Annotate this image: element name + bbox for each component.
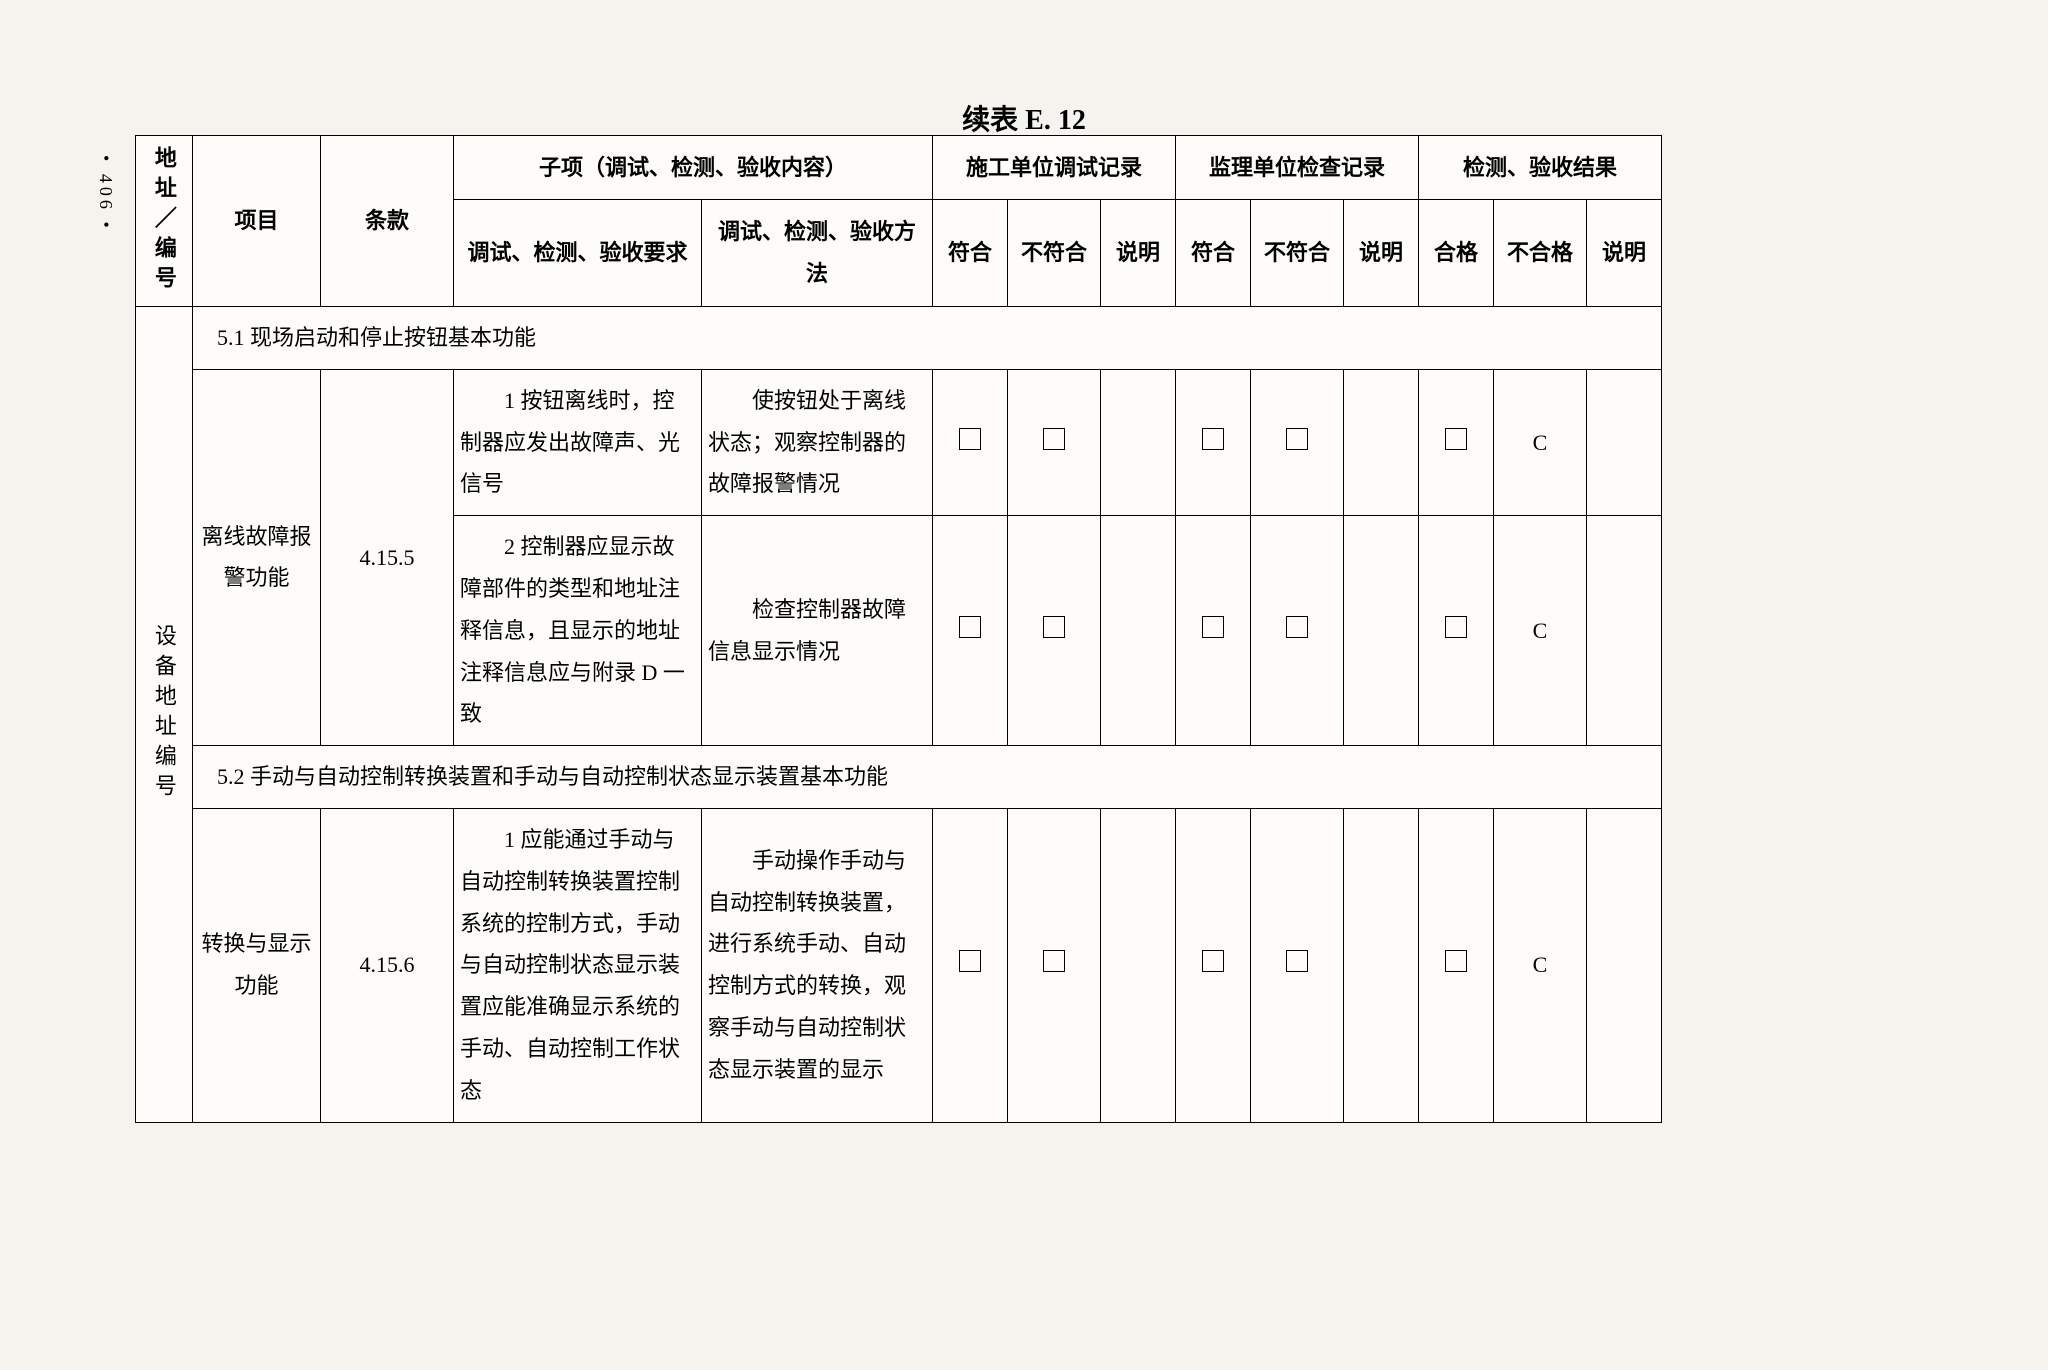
checkbox-cell[interactable] <box>1176 808 1251 1122</box>
hdr-fail: 不合格 <box>1494 200 1587 307</box>
hdr-result: 检测、验收结果 <box>1419 136 1662 200</box>
cell-method-3: 手动操作手动与自动控制转换装置，进行系统手动、自动控制方式的转换，观察手动与自动… <box>702 808 933 1122</box>
section-row-1: 设备地址编号 5.1 现场启动和停止按钮基本功能 <box>136 307 1662 370</box>
empty-cell <box>1101 516 1176 746</box>
hdr-clause: 条款 <box>321 136 454 307</box>
checkbox-icon <box>959 950 981 972</box>
table-row: 离线故障报警功能 4.15.5 1 按钮离线时，控制器应发出故障声、光信号 使按… <box>136 369 1662 515</box>
checkbox-cell[interactable] <box>1008 369 1101 515</box>
checkbox-cell[interactable] <box>933 516 1008 746</box>
checkbox-icon <box>959 428 981 450</box>
checkbox-icon <box>959 616 981 638</box>
hdr-desc-1: 说明 <box>1101 200 1176 307</box>
cell-fail-1: C <box>1494 369 1587 515</box>
checkbox-icon <box>1202 428 1224 450</box>
hdr-req: 调试、检测、验收要求 <box>454 200 702 307</box>
hdr-nonconform-2: 不符合 <box>1251 200 1344 307</box>
checkbox-icon <box>1202 950 1224 972</box>
checkbox-icon <box>1043 616 1065 638</box>
empty-cell <box>1344 369 1419 515</box>
checkbox-cell[interactable] <box>1419 369 1494 515</box>
checkbox-icon <box>1445 428 1467 450</box>
cell-fail-2: C <box>1494 516 1587 746</box>
hdr-project: 项目 <box>193 136 321 307</box>
hdr-addr: 地址／编号 <box>136 136 193 307</box>
checkbox-icon <box>1202 616 1224 638</box>
cell-project-1: 离线故障报警功能 <box>193 369 321 745</box>
empty-cell <box>1587 369 1662 515</box>
cell-method-2: 检查控制器故障信息显示情况 <box>702 516 933 746</box>
table-title: 续表 E. 12 <box>0 98 2048 138</box>
empty-cell <box>1101 369 1176 515</box>
empty-cell <box>1344 516 1419 746</box>
checkbox-icon <box>1043 950 1065 972</box>
page-number: 406 <box>95 155 116 232</box>
checkbox-cell[interactable] <box>1251 516 1344 746</box>
checkbox-cell[interactable] <box>1008 516 1101 746</box>
checkbox-cell[interactable] <box>1176 369 1251 515</box>
checkbox-icon <box>1445 950 1467 972</box>
empty-cell <box>1101 808 1176 1122</box>
hdr-nonconform-1: 不符合 <box>1008 200 1101 307</box>
cell-clause-3: 4.15.6 <box>321 808 454 1122</box>
empty-cell <box>1587 808 1662 1122</box>
table-row: 转换与显示功能 4.15.6 1 应能通过手动与自动控制转换装置控制系统的控制方… <box>136 808 1662 1122</box>
section-row-2: 5.2 手动与自动控制转换装置和手动与自动控制状态显示装置基本功能 <box>136 746 1662 809</box>
header-row-1: 地址／编号 项目 条款 子项（调试、检测、验收内容） 施工单位调试记录 监理单位… <box>136 136 1662 200</box>
hdr-pass: 合格 <box>1419 200 1494 307</box>
checkbox-icon <box>1286 616 1308 638</box>
hdr-desc-2: 说明 <box>1344 200 1419 307</box>
checkbox-icon <box>1043 428 1065 450</box>
cell-req-1: 1 按钮离线时，控制器应发出故障声、光信号 <box>454 369 702 515</box>
section-2: 5.2 手动与自动控制转换装置和手动与自动控制状态显示装置基本功能 <box>193 746 1662 809</box>
cell-clause-1: 4.15.5 <box>321 369 454 745</box>
cell-method-1: 使按钮处于离线状态；观察控制器的故障报警情况 <box>702 369 933 515</box>
cell-fail-3: C <box>1494 808 1587 1122</box>
checkbox-cell[interactable] <box>1176 516 1251 746</box>
hdr-supervision: 监理单位检查记录 <box>1176 136 1419 200</box>
section-1: 5.1 现场启动和停止按钮基本功能 <box>193 307 1662 370</box>
hdr-conform-1: 符合 <box>933 200 1008 307</box>
checkbox-cell[interactable] <box>1251 369 1344 515</box>
vlabel: 设备地址编号 <box>136 307 193 1123</box>
cell-project-3: 转换与显示功能 <box>193 808 321 1122</box>
checkbox-cell[interactable] <box>1419 516 1494 746</box>
checkbox-icon <box>1286 428 1308 450</box>
cell-req-3: 1 应能通过手动与自动控制转换装置控制系统的控制方式，手动与自动控制状态显示装置… <box>454 808 702 1122</box>
checkbox-cell[interactable] <box>1008 808 1101 1122</box>
checkbox-icon <box>1286 950 1308 972</box>
empty-cell <box>1344 808 1419 1122</box>
checkbox-cell[interactable] <box>933 369 1008 515</box>
hdr-construction: 施工单位调试记录 <box>933 136 1176 200</box>
hdr-conform-2: 符合 <box>1176 200 1251 307</box>
checkbox-cell[interactable] <box>933 808 1008 1122</box>
inspection-table: 地址／编号 项目 条款 子项（调试、检测、验收内容） 施工单位调试记录 监理单位… <box>135 135 1662 1123</box>
hdr-method: 调试、检测、验收方法 <box>702 200 933 307</box>
hdr-desc-3: 说明 <box>1587 200 1662 307</box>
hdr-subitem: 子项（调试、检测、验收内容） <box>454 136 933 200</box>
cell-req-2: 2 控制器应显示故障部件的类型和地址注释信息，且显示的地址注释信息应与附录 D … <box>454 516 702 746</box>
checkbox-cell[interactable] <box>1419 808 1494 1122</box>
empty-cell <box>1587 516 1662 746</box>
checkbox-icon <box>1445 616 1467 638</box>
checkbox-cell[interactable] <box>1251 808 1344 1122</box>
